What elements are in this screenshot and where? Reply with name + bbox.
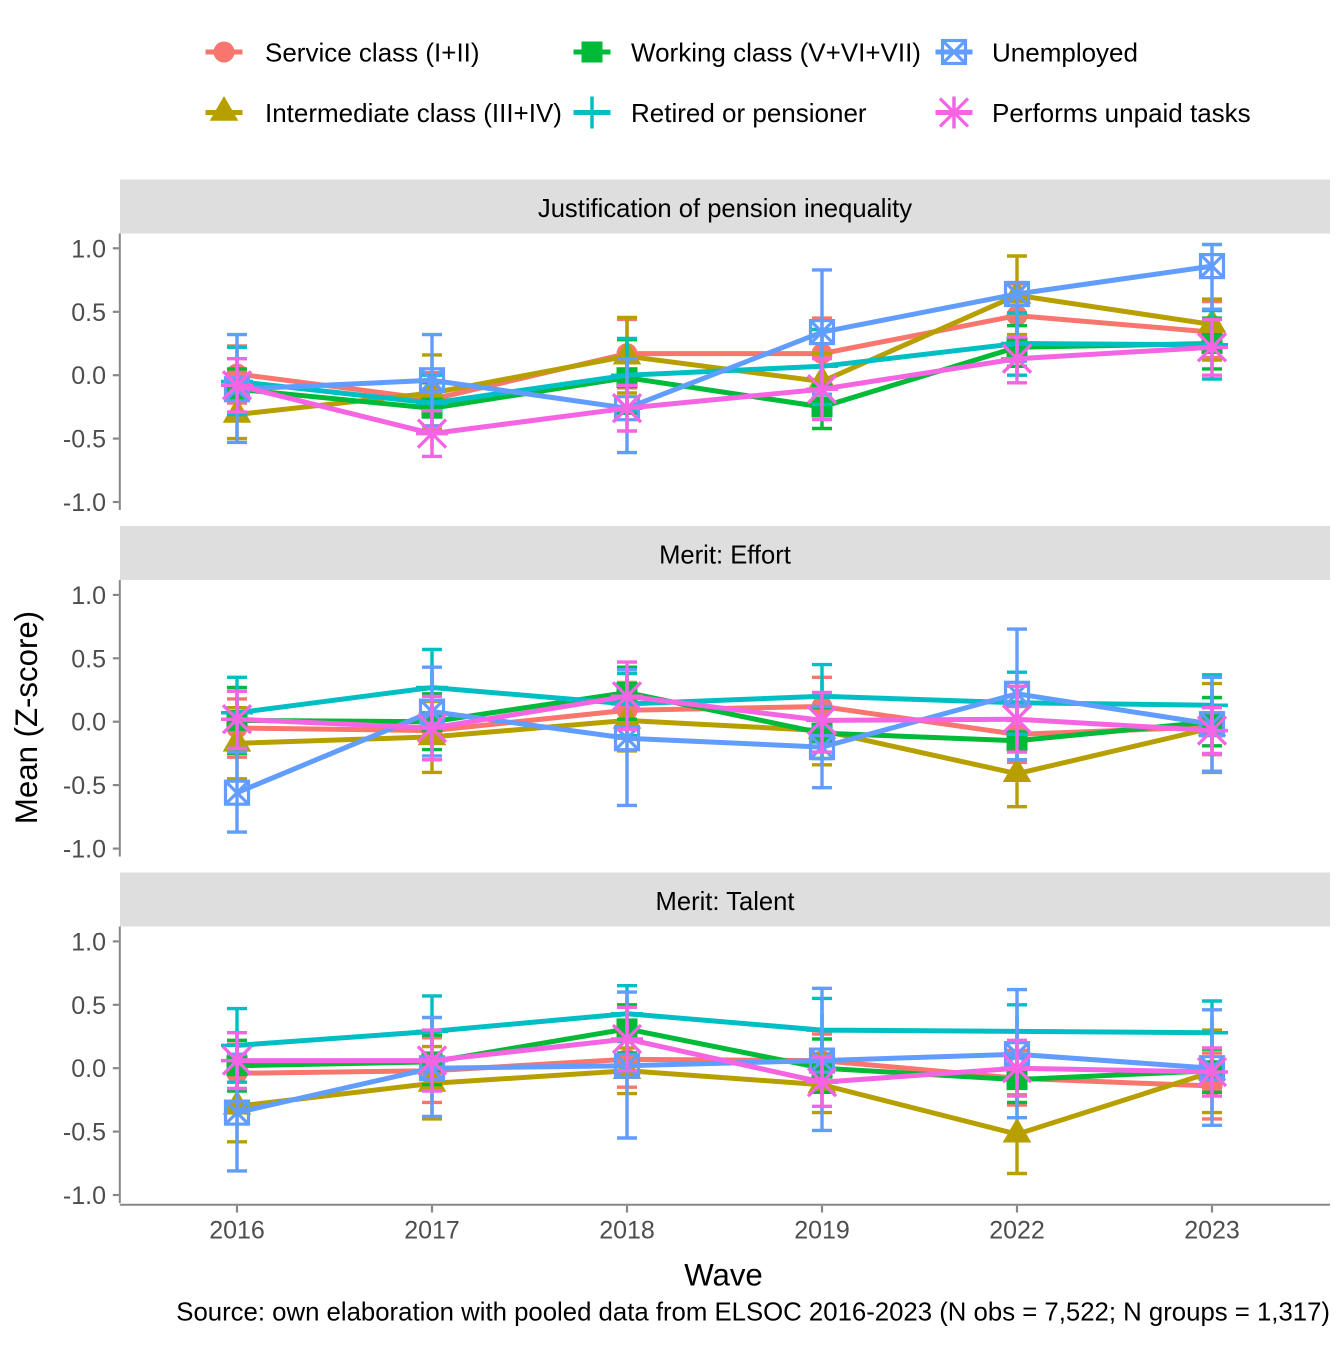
svg-text:-0.5: -0.5 [63,426,106,454]
svg-text:0.5: 0.5 [71,645,106,673]
svg-text:Mean (Z-score): Mean (Z-score) [9,611,44,824]
svg-text:1.0: 1.0 [71,235,106,263]
svg-text:1.0: 1.0 [71,582,106,610]
svg-text:-0.5: -0.5 [63,1119,106,1147]
svg-text:1.0: 1.0 [71,928,106,956]
svg-text:0.0: 0.0 [71,1055,106,1083]
svg-text:Unemployed: Unemployed [992,37,1138,67]
svg-text:Working class (V+VI+VII): Working class (V+VI+VII) [631,37,921,67]
svg-text:Intermediate class (III+IV): Intermediate class (III+IV) [265,98,562,128]
svg-text:Performs unpaid tasks: Performs unpaid tasks [992,98,1251,128]
svg-text:2023: 2023 [1184,1217,1240,1245]
svg-text:-1.0: -1.0 [63,1182,106,1210]
svg-text:0.0: 0.0 [71,709,106,737]
svg-text:-0.5: -0.5 [63,772,106,800]
svg-text:0.5: 0.5 [71,299,106,327]
svg-text:Retired or pensioner: Retired or pensioner [631,98,867,128]
svg-text:2018: 2018 [599,1217,655,1245]
svg-text:0.5: 0.5 [71,992,106,1020]
svg-text:Source: own elaboration with p: Source: own elaboration with pooled data… [176,1299,1330,1327]
svg-text:2019: 2019 [794,1217,850,1245]
svg-text:Service class (I+II): Service class (I+II) [265,37,480,67]
svg-text:Justification of pension inequ: Justification of pension inequality [538,195,912,223]
svg-text:2017: 2017 [404,1217,460,1245]
svg-text:0.0: 0.0 [71,362,106,390]
svg-text:-1.0: -1.0 [63,489,106,517]
svg-text:Wave: Wave [684,1258,763,1293]
svg-text:Merit: Talent: Merit: Talent [656,888,795,916]
svg-text:Merit: Effort: Merit: Effort [659,542,791,570]
svg-text:-1.0: -1.0 [63,836,106,864]
svg-text:2016: 2016 [209,1217,265,1245]
svg-text:2022: 2022 [989,1217,1045,1245]
